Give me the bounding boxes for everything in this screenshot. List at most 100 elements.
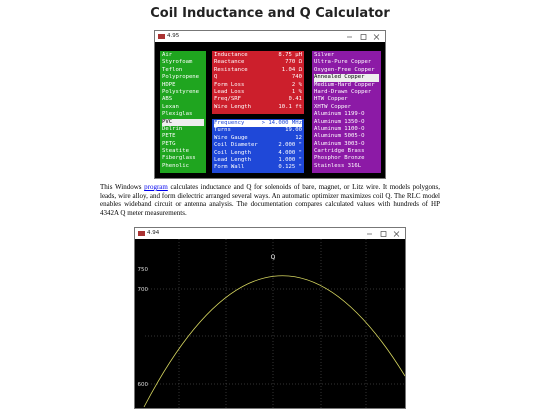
- list-item[interactable]: Plexiglas: [162, 111, 193, 118]
- row-label: Resistance: [214, 66, 248, 73]
- list-item[interactable]: Ultra-Pure Copper: [314, 59, 372, 66]
- row-label: Form Loss: [214, 81, 245, 88]
- list-item[interactable]: Oxygen-Free Copper: [314, 66, 375, 73]
- list-item[interactable]: Delrin: [162, 125, 183, 132]
- tick-label: 750: [138, 267, 149, 273]
- row-label: Lead Length: [214, 156, 252, 163]
- list-item[interactable]: Aluminum 1100-O: [314, 125, 365, 132]
- list-item[interactable]: PETG: [162, 140, 176, 147]
- row-value: 0.125 ": [278, 164, 302, 171]
- app-icon: [158, 34, 165, 39]
- list-item[interactable]: PVC: [162, 118, 204, 126]
- row: Turns 19.00: [214, 127, 302, 134]
- row: Wire Length 10.1 ft: [214, 104, 302, 111]
- list-item[interactable]: Teflon: [162, 66, 183, 73]
- row-value: 12: [295, 134, 302, 141]
- row-value: 10.1 ft: [278, 103, 302, 110]
- list-item[interactable]: Steatite: [162, 148, 189, 155]
- row-label: Reactance: [214, 59, 245, 66]
- list-item[interactable]: Polystyrene: [162, 88, 200, 95]
- list-item[interactable]: XHTW Copper: [314, 103, 352, 110]
- row: Inductance 8.75 µH: [214, 52, 302, 59]
- list-item[interactable]: Hard-Drawn Copper: [314, 88, 372, 95]
- inputs-panel[interactable]: Frequency > 14.000 MHz Turns 19.00 Wire Gaug…: [212, 119, 304, 173]
- row-label: Turns: [214, 127, 231, 134]
- row-value: 1.000 ": [278, 156, 302, 163]
- window-controls[interactable]: [363, 230, 403, 237]
- list-item[interactable]: Styrofoam: [162, 59, 193, 66]
- list-item[interactable]: Aluminum 5005-O: [314, 133, 365, 140]
- plot: Q 750 700 600: [138, 239, 405, 409]
- row-value: 740: [291, 74, 302, 81]
- list-item[interactable]: Cartridge Brass: [314, 148, 365, 155]
- row-label: Wire Length: [214, 103, 252, 110]
- page-title: Coil Inductance and Q Calculator: [150, 6, 390, 21]
- row-label: Lead Loss: [214, 88, 245, 95]
- tick-label: 600: [138, 382, 149, 388]
- tick-label: 700: [138, 287, 149, 293]
- row-value: 4.000 ": [278, 149, 302, 156]
- list-item[interactable]: Fiberglass: [162, 155, 196, 162]
- row: Coil Length 4.000 ": [214, 150, 302, 157]
- row-value: 1.04 Ω: [281, 66, 302, 73]
- list-item[interactable]: ABS: [162, 96, 173, 103]
- list-item[interactable]: Annealed Copper: [314, 74, 379, 82]
- row-value: > 14.000 MHz: [261, 120, 302, 126]
- row-value: 19.00: [285, 127, 302, 134]
- window-title: 4.95: [167, 33, 180, 39]
- row-label: Coil Length: [214, 149, 252, 156]
- list-item[interactable]: Silver: [314, 52, 335, 58]
- alloy-list[interactable]: Silver Ultra-Pure Copper Oxygen-Free Coppe…: [312, 51, 381, 173]
- list-item[interactable]: Polypropene: [162, 74, 200, 81]
- row: Frequency > 14.000 MHz: [214, 120, 302, 128]
- app-icon: [138, 231, 145, 236]
- row-label: Freq/SRF: [214, 96, 241, 103]
- q-curve: [143, 275, 405, 408]
- row: Coil Diameter 2.000 ": [214, 142, 302, 149]
- list-item[interactable]: Medium-Hard Copper: [314, 81, 375, 88]
- app-window: 4.95 Air Styrofoam Teflon Polypropene HDPE Po…: [154, 30, 386, 179]
- list-item[interactable]: Phenolic: [162, 162, 189, 169]
- title-bar: 4.95: [155, 31, 385, 42]
- description-text: This Windows: [100, 183, 145, 191]
- row-value: 1 %: [291, 88, 302, 95]
- row: Freq/SRF 0.41: [214, 96, 302, 103]
- row: Form Wall 0.125 ": [214, 164, 302, 171]
- row-label: Q: [214, 74, 218, 81]
- row-value: 2 %: [291, 81, 302, 88]
- row: Form Loss 2 %: [214, 82, 302, 89]
- window-controls[interactable]: [343, 33, 383, 40]
- row: Lead Length 1.000 ": [214, 157, 302, 164]
- grid: [145, 239, 405, 409]
- list-item[interactable]: HTW Copper: [314, 96, 348, 103]
- row-label: Inductance: [214, 52, 248, 58]
- title-bar: 4.94: [135, 228, 405, 239]
- list-item[interactable]: Aluminum 3003-O: [314, 140, 365, 147]
- list-item[interactable]: Air: [162, 52, 173, 58]
- row-value: 2.000 ": [278, 142, 302, 149]
- row: Resistance 1.04 Ω: [214, 67, 302, 74]
- description-text: calculates inductance and Q for solenoid…: [100, 183, 440, 217]
- row: Wire Gauge 12: [214, 135, 302, 142]
- row-value: 8.75 µH: [278, 52, 302, 58]
- results-panel: Inductance 8.75 µH Reactance 770 Ω Resistanc…: [212, 51, 304, 114]
- description: This Windows program calculates inductan…: [100, 183, 440, 217]
- row-value: 770 Ω: [285, 59, 302, 66]
- list-item[interactable]: Phosphor Bronze: [314, 155, 365, 162]
- dielectric-list[interactable]: Air Styrofoam Teflon Polypropene HDPE Polysty…: [160, 51, 206, 173]
- program-link[interactable]: program: [144, 183, 168, 191]
- list-item[interactable]: Stainless 316L: [314, 162, 362, 169]
- list-item[interactable]: Aluminum 1350-O: [314, 118, 365, 125]
- row-label: Frequency: [214, 120, 245, 126]
- list-item[interactable]: Aluminum 1199-O: [314, 111, 365, 118]
- row: Lead Loss 1 %: [214, 89, 302, 96]
- row-value: 0.41: [288, 96, 302, 103]
- row-label: Coil Diameter: [214, 142, 258, 149]
- list-item[interactable]: PETE: [162, 133, 176, 140]
- list-item[interactable]: HDPE: [162, 81, 176, 88]
- list-item[interactable]: Lexan: [162, 103, 179, 110]
- plot-window: 4.94 Q 750 700 600: [134, 227, 406, 409]
- curve-label: Q: [271, 254, 276, 261]
- row: Reactance 770 Ω: [214, 59, 302, 66]
